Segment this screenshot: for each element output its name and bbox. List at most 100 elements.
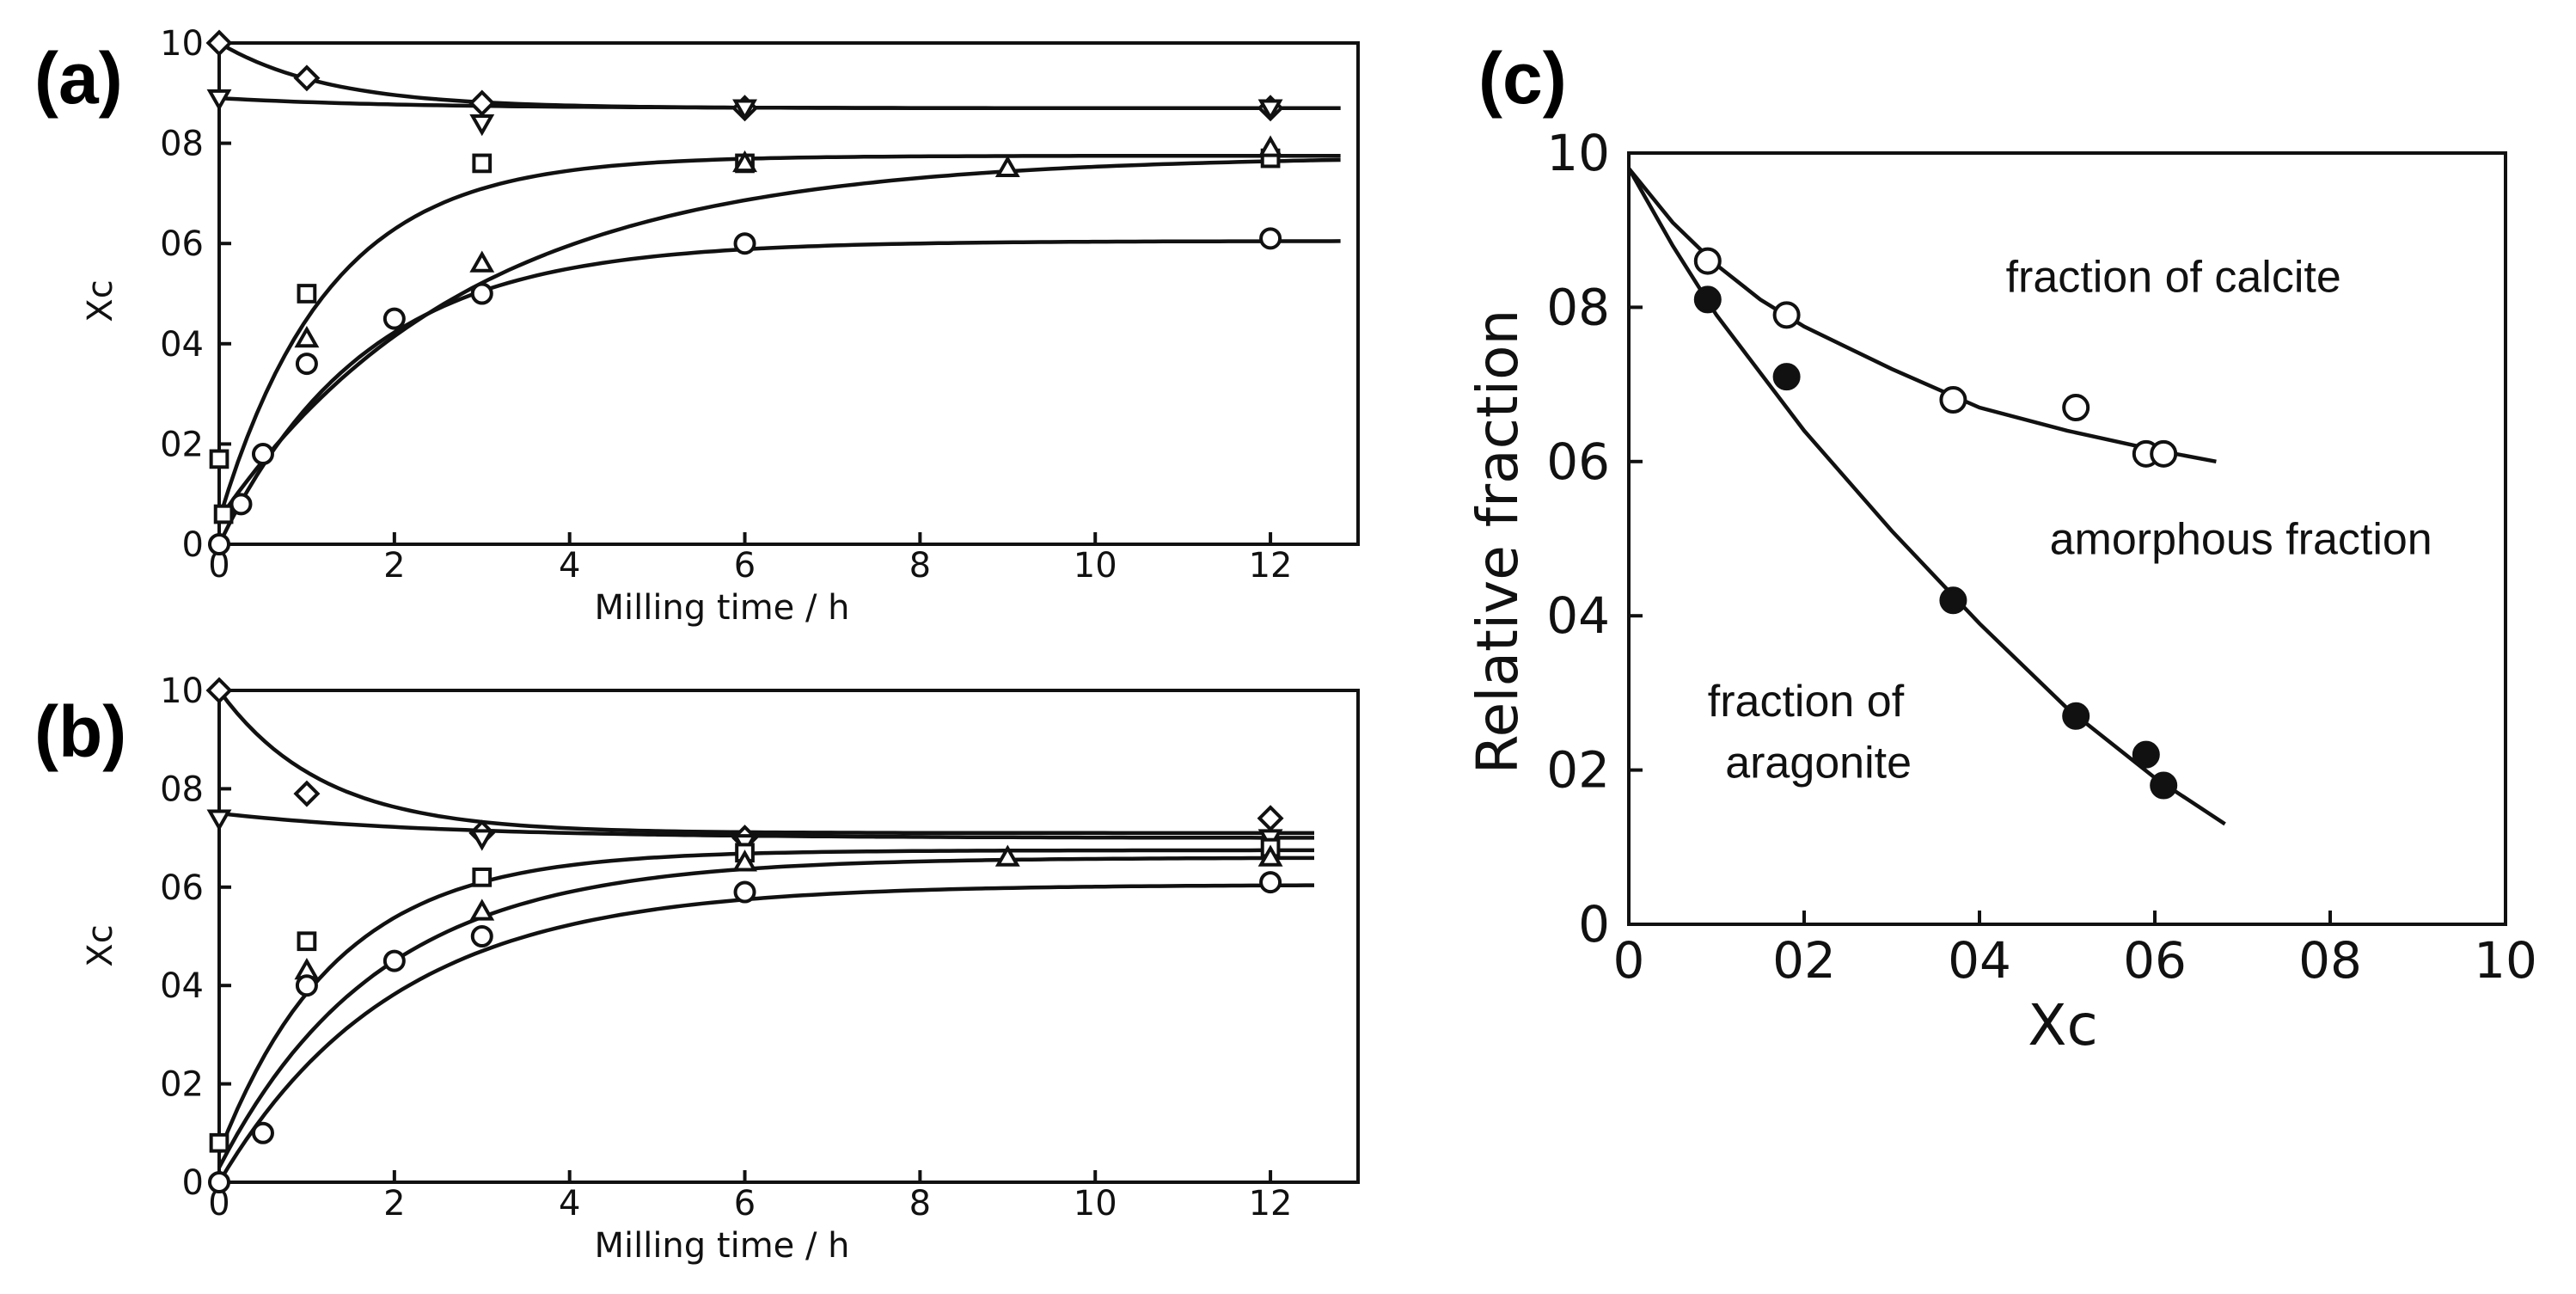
panel-c-ylabel: Relative fraction (1465, 310, 1531, 775)
x-tick-label: 2 (383, 546, 405, 586)
data-point-diamond (1257, 805, 1284, 832)
data-point-square (209, 1132, 229, 1153)
fit-curve-square (217, 153, 1341, 520)
panel-c-xlabel: Xc (2028, 992, 2098, 1058)
x-tick-label: 12 (1249, 1184, 1293, 1223)
data-point-circle (733, 232, 756, 255)
fit-curve-diamond (217, 689, 1314, 836)
data-point-triangle-down (469, 829, 495, 851)
data-point-diamond (205, 29, 233, 57)
fit-curve-circle (217, 883, 1314, 1184)
data-point-triangle-up (469, 898, 495, 921)
data-point-aragonite (1693, 285, 1722, 314)
data-point-aragonite (2150, 771, 2178, 800)
x-tick-label: 10 (2474, 931, 2537, 990)
x-tick-label: 6 (734, 1184, 756, 1223)
data-point-triangle-down (732, 99, 757, 121)
panel-a-xlabel: Milling time / h (594, 588, 849, 628)
y-tick-label: 0 (182, 1163, 204, 1203)
data-point-square (297, 931, 317, 952)
y-tick-label: 02 (160, 1065, 204, 1105)
data-point-aragonite (2062, 702, 2090, 730)
panel-c-plot-area (1627, 151, 2507, 926)
y-tick-label: 10 (160, 24, 204, 64)
fit-curve-calcite (1627, 167, 2217, 464)
x-tick-label: 8 (909, 1184, 931, 1223)
data-point-circle (382, 307, 406, 330)
data-point-circle (208, 1171, 230, 1193)
panel-a-fit-curves (217, 41, 1341, 546)
data-point-calcite (1772, 301, 1801, 329)
data-point-circle (295, 353, 318, 376)
data-point-circle (1259, 871, 1282, 894)
data-point-calcite (1939, 386, 1967, 414)
data-point-square (297, 284, 317, 304)
data-point-triangle-up (994, 155, 1020, 177)
data-point-square (213, 504, 234, 524)
y-tick-label: 10 (160, 672, 204, 711)
annotation: fraction of (1708, 677, 1905, 727)
fit-curve-diamond (217, 41, 1341, 111)
data-point-triangle-down (1257, 99, 1283, 121)
panel-b-label: (b) (34, 691, 126, 772)
panel-a-label: (a) (34, 38, 123, 119)
y-tick-label: 10 (1546, 124, 1610, 182)
data-point-calcite (2062, 394, 2090, 422)
data-point-circle (229, 493, 253, 516)
y-tick-label: 08 (160, 770, 204, 809)
data-point-diamond (468, 89, 496, 117)
data-point-triangle-up (994, 844, 1020, 867)
data-point-circle (208, 533, 230, 555)
fit-curve-square (217, 848, 1314, 1154)
data-point-circle (295, 974, 318, 997)
panel-b-ylabel: Xc (81, 924, 120, 966)
data-point-aragonite (1772, 363, 1801, 391)
data-point-triangle-up (294, 325, 320, 348)
panel-a-plot-area (217, 41, 1360, 546)
panel-c-label: (c) (1478, 38, 1567, 119)
y-tick-label: 04 (160, 325, 204, 365)
y-tick-label: 04 (160, 966, 204, 1006)
y-tick-label: 08 (1546, 278, 1610, 336)
data-point-triangle-down (469, 114, 495, 137)
y-tick-label: 0 (182, 525, 204, 565)
data-point-circle (251, 443, 274, 466)
x-tick-label: 06 (2123, 931, 2187, 990)
data-point-circle (470, 925, 493, 948)
data-point-circle (382, 949, 406, 972)
panel-a-data-marks (205, 29, 1284, 555)
data-point-square (472, 153, 493, 174)
panel-b-xlabel: Milling time / h (594, 1226, 849, 1266)
x-tick-label: 12 (1249, 546, 1293, 586)
x-tick-label: 2 (383, 1184, 405, 1223)
x-tick-label: 10 (1074, 546, 1117, 586)
data-point-circle (733, 880, 756, 904)
annotation: fraction of calcite (2006, 252, 2341, 302)
data-point-triangle-down (206, 89, 232, 112)
data-point-triangle-down (206, 809, 232, 831)
data-point-calcite (1693, 247, 1722, 275)
data-point-square (209, 449, 229, 469)
y-tick-label: 0 (1578, 895, 1610, 954)
data-point-circle (251, 1121, 274, 1144)
data-point-triangle-up (732, 150, 757, 173)
panel-c-annotations: fraction of calcite amorphous fraction fra… (1708, 252, 2432, 788)
x-tick-label: 4 (559, 546, 580, 586)
fit-curve-circle (217, 239, 1341, 546)
y-tick-label: 02 (1546, 741, 1610, 800)
data-point-triangle-up (1257, 844, 1283, 867)
y-tick-label: 02 (160, 425, 204, 464)
data-point-diamond (293, 780, 321, 807)
panel-b-data-marks (205, 677, 1284, 1193)
data-point-diamond (293, 64, 321, 92)
fit-curve-triangle-up (217, 157, 1341, 521)
x-tick-label: 10 (1074, 1184, 1117, 1223)
data-point-triangle-up (1257, 135, 1283, 157)
data-point-diamond (205, 677, 233, 704)
panel-b-fit-curves (217, 689, 1314, 1184)
panel-c: (c) 0 02 04 06 08 10 0 02 04 06 08 10 fraction of c… (1465, 38, 2537, 1058)
data-point-circle (470, 282, 493, 305)
